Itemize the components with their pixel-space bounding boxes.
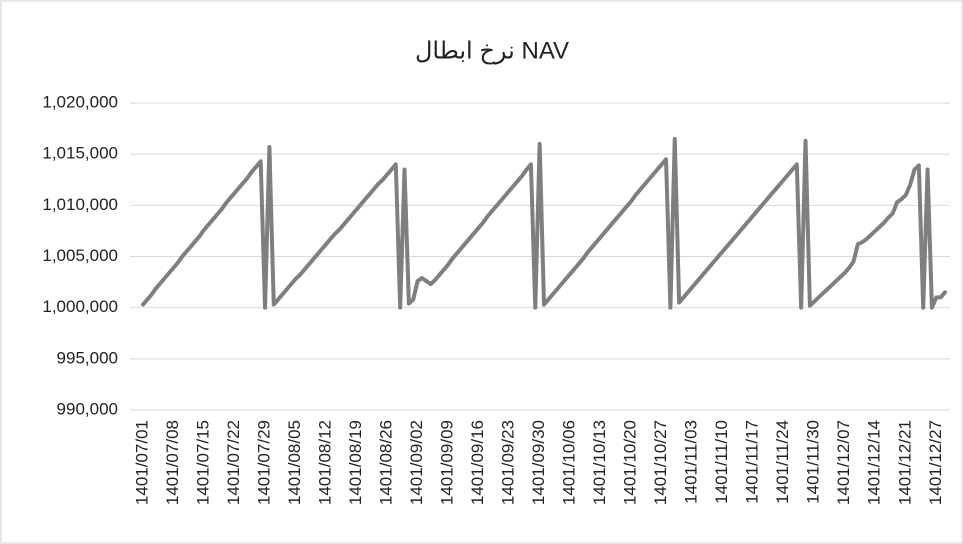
x-tick-label: 1401/12/07 [834, 420, 853, 505]
x-tick-label: 1401/07/29 [255, 420, 274, 505]
x-tick-label: 1401/10/20 [621, 420, 640, 505]
line-series [141, 136, 947, 310]
y-tick-label: 1,000,000 [42, 297, 118, 316]
x-tick-label: 1401/08/19 [346, 420, 365, 505]
y-tick-label: 995,000 [57, 348, 118, 367]
x-tick-label: 1401/09/16 [468, 420, 487, 505]
x-tick-label: 1401/10/13 [590, 420, 609, 505]
y-tick-label: 1,015,000 [42, 144, 118, 163]
x-tick-label: 1401/11/03 [682, 420, 701, 504]
x-tick-label: 1401/12/14 [865, 420, 884, 505]
x-tick-label: 1401/09/02 [407, 420, 426, 505]
x-tick-label: 1401/09/30 [529, 420, 548, 505]
y-tick-label: 990,000 [57, 399, 118, 418]
x-tick-label: 1401/09/09 [438, 420, 457, 505]
y-tick-label: 1,005,000 [42, 246, 118, 265]
x-tick-label: 1401/12/21 [895, 420, 914, 505]
x-tick-label: 1401/11/17 [743, 420, 762, 504]
x-tick-label: 1401/07/15 [194, 420, 213, 505]
x-tick-label: 1401/07/22 [224, 420, 243, 505]
x-tick-label: 1401/07/01 [132, 420, 151, 505]
x-tick-label: 1401/08/05 [285, 420, 304, 505]
chart-title: نرخ ابطال NAV [415, 37, 569, 64]
x-tick-label: 1401/07/08 [163, 420, 182, 505]
x-tick-label: 1401/08/26 [377, 420, 396, 505]
x-tick-label: 1401/09/23 [499, 420, 518, 505]
x-tick-label: 1401/11/30 [804, 420, 823, 504]
x-tick-label: 1401/08/12 [316, 420, 335, 505]
x-tick-label: 1401/10/06 [560, 420, 579, 505]
x-tick-label: 1401/11/24 [773, 420, 792, 504]
y-tick-label: 1,020,000 [42, 92, 118, 111]
y-tick-label: 1,010,000 [42, 195, 118, 214]
x-tick-label: 1401/11/10 [712, 420, 731, 504]
x-tick-label: 1401/10/27 [651, 420, 670, 505]
x-tick-label: 1401/12/27 [926, 420, 945, 505]
